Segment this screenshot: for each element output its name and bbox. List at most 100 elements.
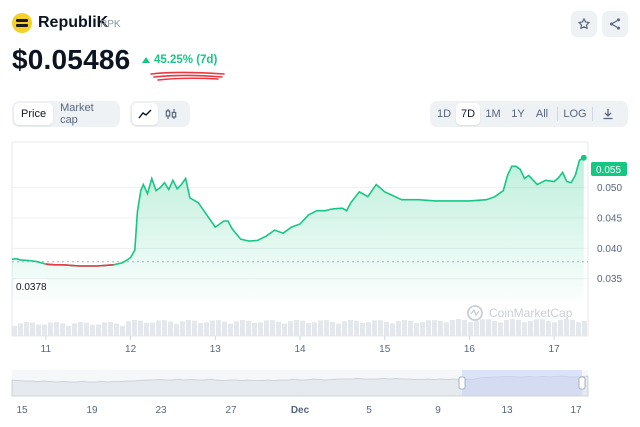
volume-bar — [546, 320, 551, 336]
volume-bar — [324, 320, 329, 336]
navigator-tick-label: Dec — [291, 405, 310, 416]
current-price-dot — [580, 154, 587, 161]
range-1m-button[interactable]: 1M — [485, 108, 501, 120]
share-button[interactable] — [602, 11, 628, 37]
y-tick-label: 0.035 — [597, 274, 622, 285]
volume-bar — [108, 322, 113, 336]
download-button[interactable] — [596, 103, 620, 125]
x-tick-label: 11 — [41, 344, 52, 355]
volume-bar — [396, 321, 401, 336]
volume-bar — [444, 322, 449, 336]
volume-bar — [114, 323, 119, 336]
x-tick-label: 15 — [379, 344, 391, 355]
favorite-button[interactable] — [571, 11, 597, 37]
volume-bar — [480, 319, 485, 336]
tab-market-cap[interactable]: Market cap — [60, 102, 94, 126]
volume-bar — [540, 319, 545, 336]
volume-bar — [264, 320, 269, 336]
volume-bar — [300, 320, 305, 336]
volume-bar — [516, 319, 521, 336]
y-tick-label: 0.045 — [597, 213, 622, 224]
volume-bar — [564, 319, 569, 336]
range-7d-button[interactable]: 7D — [456, 103, 480, 125]
open-price-label: 0.0378 — [16, 282, 47, 293]
volume-bar — [330, 321, 335, 336]
download-icon — [603, 109, 613, 120]
volume-bar — [78, 322, 83, 336]
navigator-selection[interactable] — [462, 370, 582, 396]
navigator-tick-label: 9 — [435, 405, 441, 416]
navigator-tick-label: 15 — [16, 405, 28, 416]
volume-bar — [24, 322, 29, 336]
volume-bar — [384, 321, 389, 336]
tab-price[interactable]: Price — [14, 103, 54, 125]
x-tick-label: 16 — [464, 344, 476, 355]
x-tick-label: 17 — [549, 344, 561, 355]
time-range-selector: 1D 7D 1M 1Y All LOG — [430, 101, 628, 127]
highlight-scribble — [150, 71, 225, 81]
volume-bar — [498, 322, 503, 336]
volume-bar — [534, 319, 539, 336]
volume-bar — [558, 319, 563, 336]
candlestick-icon — [165, 109, 177, 119]
candlestick-button[interactable] — [158, 103, 184, 125]
price-line-down — [45, 263, 114, 267]
range-1y-button[interactable]: 1Y — [511, 108, 525, 120]
volume-bar — [180, 321, 185, 336]
x-axis: 11 12 13 14 15 16 17 — [41, 336, 560, 355]
volume-bar — [276, 321, 281, 336]
navigator-tick-label: 19 — [86, 405, 98, 416]
volume-bar — [162, 320, 167, 336]
volume-bar — [102, 322, 107, 336]
volume-bar — [336, 323, 341, 336]
range-navigator[interactable]: 15 19 23 27 Dec 5 9 13 17 — [0, 368, 640, 427]
volume-bar — [132, 320, 137, 336]
volume-bar — [198, 322, 203, 336]
volume-bar — [462, 319, 467, 336]
toolbar-divider — [592, 107, 593, 121]
volume-bar — [360, 323, 365, 336]
navigator-handle-left[interactable] — [458, 376, 466, 390]
volume-bar — [258, 322, 263, 336]
volume-bar — [42, 324, 47, 336]
volume-bar — [138, 320, 143, 336]
volume-bar — [318, 320, 323, 336]
range-1d-button[interactable]: 1D — [436, 108, 452, 120]
up-triangle-icon — [142, 57, 150, 63]
volume-bar — [438, 320, 443, 336]
range-all-button[interactable]: All — [535, 108, 549, 120]
log-scale-button[interactable]: LOG — [563, 108, 587, 120]
volume-bars — [12, 319, 587, 336]
x-tick-label: 13 — [210, 344, 222, 355]
navigator-axis: 15 19 23 27 Dec 5 9 13 17 — [16, 405, 582, 416]
volume-bar — [252, 322, 257, 336]
volume-bar — [570, 319, 575, 336]
price-change: 45.25% (7d) — [142, 54, 217, 66]
volume-bar — [288, 321, 293, 336]
volume-bar — [576, 322, 581, 336]
line-chart-button[interactable] — [132, 103, 158, 125]
volume-bar — [270, 320, 275, 336]
volume-bar — [456, 319, 461, 336]
volume-bar — [12, 326, 17, 336]
volume-bar — [486, 319, 491, 336]
navigator-handle-right[interactable] — [578, 376, 586, 390]
volume-bar — [210, 320, 215, 336]
volume-bar — [426, 320, 431, 336]
navigator-tick-label: 17 — [570, 405, 582, 416]
navigator-tick-label: 27 — [225, 405, 237, 416]
current-price-label: 0.055 — [596, 165, 621, 176]
volume-bar — [246, 320, 251, 336]
navigator-tick-label: 23 — [155, 405, 167, 416]
volume-bar — [234, 321, 239, 336]
volume-bar — [120, 325, 125, 336]
volume-bar — [522, 322, 527, 336]
volume-bar — [432, 320, 437, 336]
volume-bar — [342, 321, 347, 336]
coin-name: RepubliK — [38, 14, 109, 31]
star-icon — [578, 18, 590, 30]
coin-symbol: RPK — [100, 19, 121, 30]
price-change-value: 45.25% (7d) — [154, 54, 218, 66]
toolbar-divider — [557, 107, 558, 121]
